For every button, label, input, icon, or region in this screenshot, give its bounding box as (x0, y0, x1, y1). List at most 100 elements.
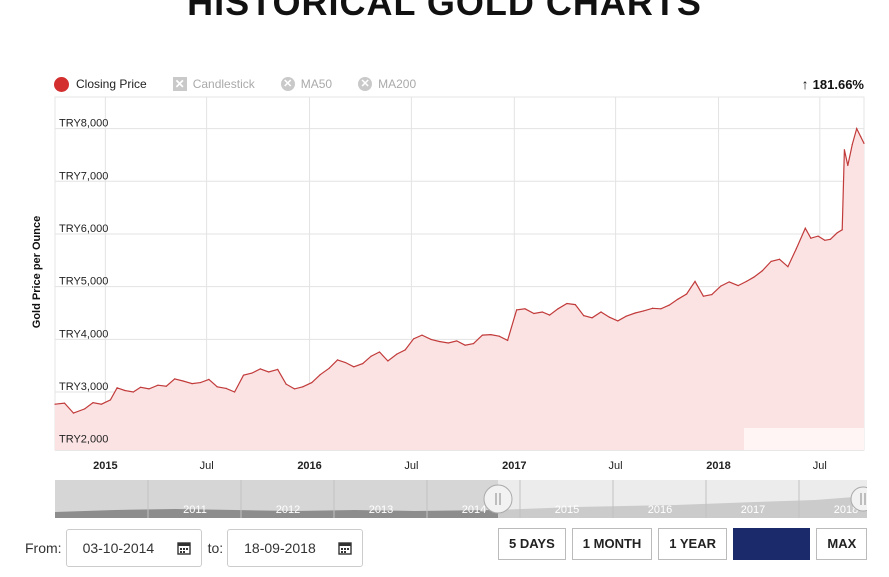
data-point (413, 338, 415, 340)
closing-price-dot-icon (54, 76, 69, 92)
y-tick-label: TRY7,000 (59, 170, 108, 182)
data-point (438, 340, 440, 343)
legend-item-closing-price[interactable]: Closing Price (54, 76, 147, 92)
range-button-5-days[interactable]: 5 DAYS (498, 528, 566, 560)
data-point (116, 387, 118, 389)
data-point (817, 235, 819, 237)
data-point (216, 386, 218, 388)
data-point (660, 308, 662, 310)
data-point (677, 298, 679, 300)
data-point (481, 334, 484, 336)
percent-change: ↑ 181.66% (802, 76, 864, 92)
data-point (302, 386, 304, 388)
data-point (863, 142, 865, 144)
to-date-value: 18-09-2018 (244, 540, 316, 556)
x-tick-label: Jul (813, 460, 827, 472)
data-point (574, 303, 576, 306)
range-button-1-year[interactable]: 1 YEAR (658, 528, 728, 560)
data-point (634, 312, 636, 314)
data-point (694, 280, 696, 283)
data-point (242, 374, 245, 376)
closing-price-area (55, 128, 864, 450)
calendar-icon (176, 542, 191, 555)
data-point (829, 238, 832, 240)
y-tick-label: TRY5,000 (59, 276, 108, 288)
data-point (311, 381, 313, 384)
data-point (851, 143, 853, 146)
data-point (199, 381, 202, 384)
disabled-x-icon: ✕ (172, 77, 187, 91)
data-point (841, 229, 843, 231)
data-point (810, 237, 812, 239)
data-point (795, 248, 797, 250)
data-point (268, 371, 270, 373)
data-point (651, 307, 654, 309)
data-point (608, 316, 611, 318)
data-point (625, 315, 627, 317)
legend-label: MA50 (300, 77, 333, 91)
navigator-left-handle[interactable] (483, 484, 513, 514)
data-point (139, 386, 142, 388)
navigator-right-handle[interactable] (850, 486, 867, 512)
legend-label: Closing Price (76, 77, 147, 91)
data-point (856, 128, 858, 130)
data-point (233, 391, 236, 393)
navigator-year-label: 2011 (183, 504, 207, 516)
data-point (72, 412, 75, 414)
from-date-input[interactable]: 03-10-2014 (65, 529, 202, 567)
data-point (761, 270, 763, 272)
legend-label: MA200 (378, 77, 417, 91)
data-point (157, 384, 159, 386)
data-point (344, 361, 346, 364)
data-point (711, 293, 713, 296)
data-point (472, 342, 475, 345)
legend-item-ma50[interactable]: ✕ MA50 (280, 77, 333, 91)
data-point (319, 374, 321, 376)
data-point (686, 293, 688, 295)
data-point (124, 389, 126, 392)
to-label: to: (207, 540, 224, 556)
range-navigator[interactable]: 2011 2012 2013 2014 2015 2016 2017 2018 (55, 480, 867, 518)
x-tick-label: 2018 (706, 460, 730, 472)
disabled-x-icon: ✕ (280, 77, 295, 91)
data-point (847, 164, 849, 167)
data-point (737, 285, 739, 287)
data-point (109, 399, 111, 401)
navigator-year-label: 2016 (648, 504, 672, 516)
y-tick-label: TRY2,000 (59, 434, 108, 446)
calendar-icon (338, 542, 352, 555)
navigator-year-label: 2012 (276, 504, 300, 516)
data-point (353, 366, 355, 368)
data-point (174, 378, 176, 380)
y-tick-label: TRY3,000 (59, 381, 108, 393)
data-point (165, 385, 167, 387)
data-point (600, 311, 602, 313)
data-point (225, 387, 227, 389)
range-button-max[interactable]: MAX (816, 528, 868, 560)
data-point (387, 360, 389, 362)
chart-overlay (744, 428, 864, 450)
data-point (583, 315, 585, 317)
data-point (557, 308, 559, 310)
data-point (370, 355, 372, 357)
legend-label: Candlestick (192, 77, 255, 91)
to-date-input[interactable]: 18-09-2018 (227, 529, 364, 567)
range-button-5-years[interactable]: 5 YEARS (733, 528, 811, 560)
data-point (787, 266, 789, 268)
data-point (843, 149, 846, 151)
data-point (293, 388, 296, 390)
navigator-selection[interactable] (498, 480, 867, 518)
y-tick-label: TRY8,000 (59, 118, 108, 130)
data-point (63, 402, 66, 404)
percent-change-value: 181.66% (812, 76, 864, 92)
data-point (259, 368, 261, 370)
data-point (548, 314, 551, 316)
legend-item-ma200[interactable]: ✕ MA200 (358, 77, 416, 91)
x-tick-label: 2016 (297, 460, 321, 472)
data-point (430, 338, 432, 340)
data-point (753, 276, 755, 278)
data-point (728, 281, 730, 283)
data-point (396, 353, 398, 355)
range-button-1-month[interactable]: 1 MONTH (571, 528, 653, 560)
legend-item-candlestick[interactable]: ✕ Candlestick (172, 77, 255, 91)
